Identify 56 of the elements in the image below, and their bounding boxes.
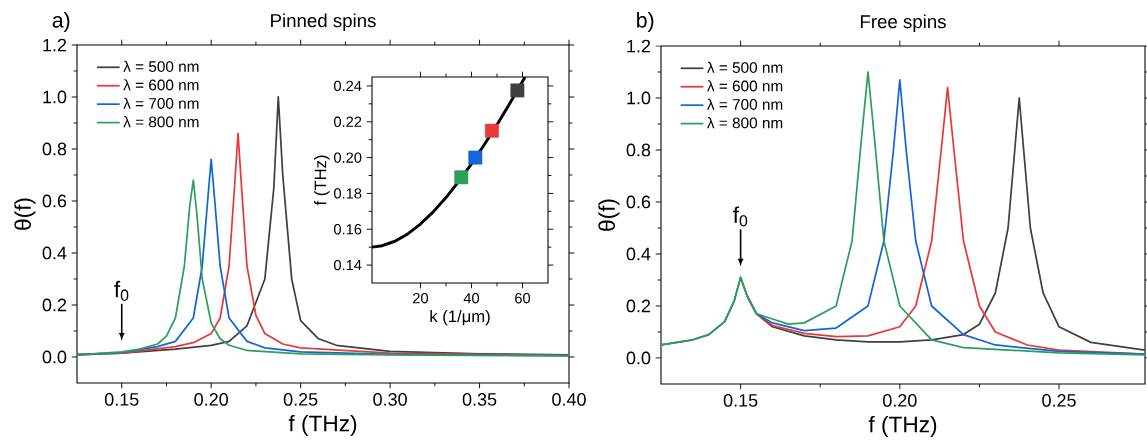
- y-tick-label: 0.20: [333, 152, 362, 163]
- legend-label: λ = 600 nm: [707, 80, 783, 92]
- legend-label: λ = 500 nm: [707, 61, 783, 73]
- y-tick-label: 0.8: [42, 142, 67, 156]
- y-tick-label: 1.0: [43, 90, 67, 104]
- y-tick-label: 0.6: [626, 195, 651, 209]
- text: a): [52, 12, 70, 32]
- legend-label: λ = 600 nm: [123, 79, 199, 91]
- y-tick-label: 0.22: [333, 116, 362, 127]
- x-tick-label: 0.20: [883, 394, 917, 407]
- point: [468, 150, 483, 165]
- annotation: f$_{0}$: [733, 206, 748, 227]
- y-tick-label: 0.24: [333, 80, 362, 92]
- y-tick-label: 1.2: [43, 38, 67, 52]
- point: [454, 170, 469, 185]
- y-tick-label: 0.16: [333, 224, 362, 235]
- legend-label: λ = 800 nm: [123, 116, 199, 128]
- y-tick-label: 1.2: [627, 39, 651, 53]
- chart-title: Free spins: [860, 14, 946, 32]
- annotation: f$_{0}$: [114, 280, 129, 301]
- x-tick-label: 0.25: [1042, 394, 1076, 407]
- x-tick-label: 0.35: [462, 393, 497, 406]
- x-tick-label: 0.15: [723, 394, 758, 407]
- legend-label: λ = 700 nm: [123, 97, 199, 109]
- legend-label: λ = 700 nm: [707, 98, 783, 110]
- x-tick-label: 0.30: [373, 393, 407, 406]
- y-tick-label: 0.4: [626, 247, 651, 261]
- y-tick-label: 0.8: [626, 143, 651, 157]
- y-tick-label: 0.14: [333, 259, 362, 271]
- y-tick-label: 0.18: [333, 188, 362, 199]
- point: [510, 83, 525, 98]
- y-axis-title: f (THz): [314, 155, 330, 206]
- x-tick-label: 0.40: [552, 393, 586, 406]
- y-tick-label: 0.4: [42, 246, 67, 260]
- y-tick-label: 0.0: [42, 350, 67, 364]
- y-axis-title: θ(f): [598, 199, 620, 231]
- y-tick-label: 1.0: [627, 91, 651, 105]
- x-tick-label: 0.15: [104, 393, 139, 406]
- y-tick-label: 0.2: [42, 298, 67, 312]
- x-tick-label: 40: [463, 293, 480, 304]
- legend-label: λ = 500 nm: [123, 60, 199, 72]
- x-axis-title: f (THz): [288, 414, 357, 437]
- point: [484, 123, 499, 138]
- x-axis-title: k (1/μm): [430, 309, 490, 326]
- x-tick-label: 0.20: [194, 393, 228, 406]
- y-tick-label: 0.0: [626, 351, 651, 365]
- x-tick-label: 20: [413, 293, 429, 304]
- y-tick-label: 0.2: [626, 299, 651, 313]
- text: b): [637, 12, 654, 32]
- x-tick-label: 60: [515, 293, 531, 304]
- y-tick-label: 0.6: [42, 194, 67, 208]
- x-axis-title: f (THz): [868, 415, 937, 438]
- chart-title: Pinned spins: [271, 13, 376, 31]
- y-axis-title: θ(f): [14, 198, 36, 230]
- legend-label: λ = 800 nm: [707, 117, 783, 129]
- x-tick-label: 0.25: [283, 393, 318, 406]
